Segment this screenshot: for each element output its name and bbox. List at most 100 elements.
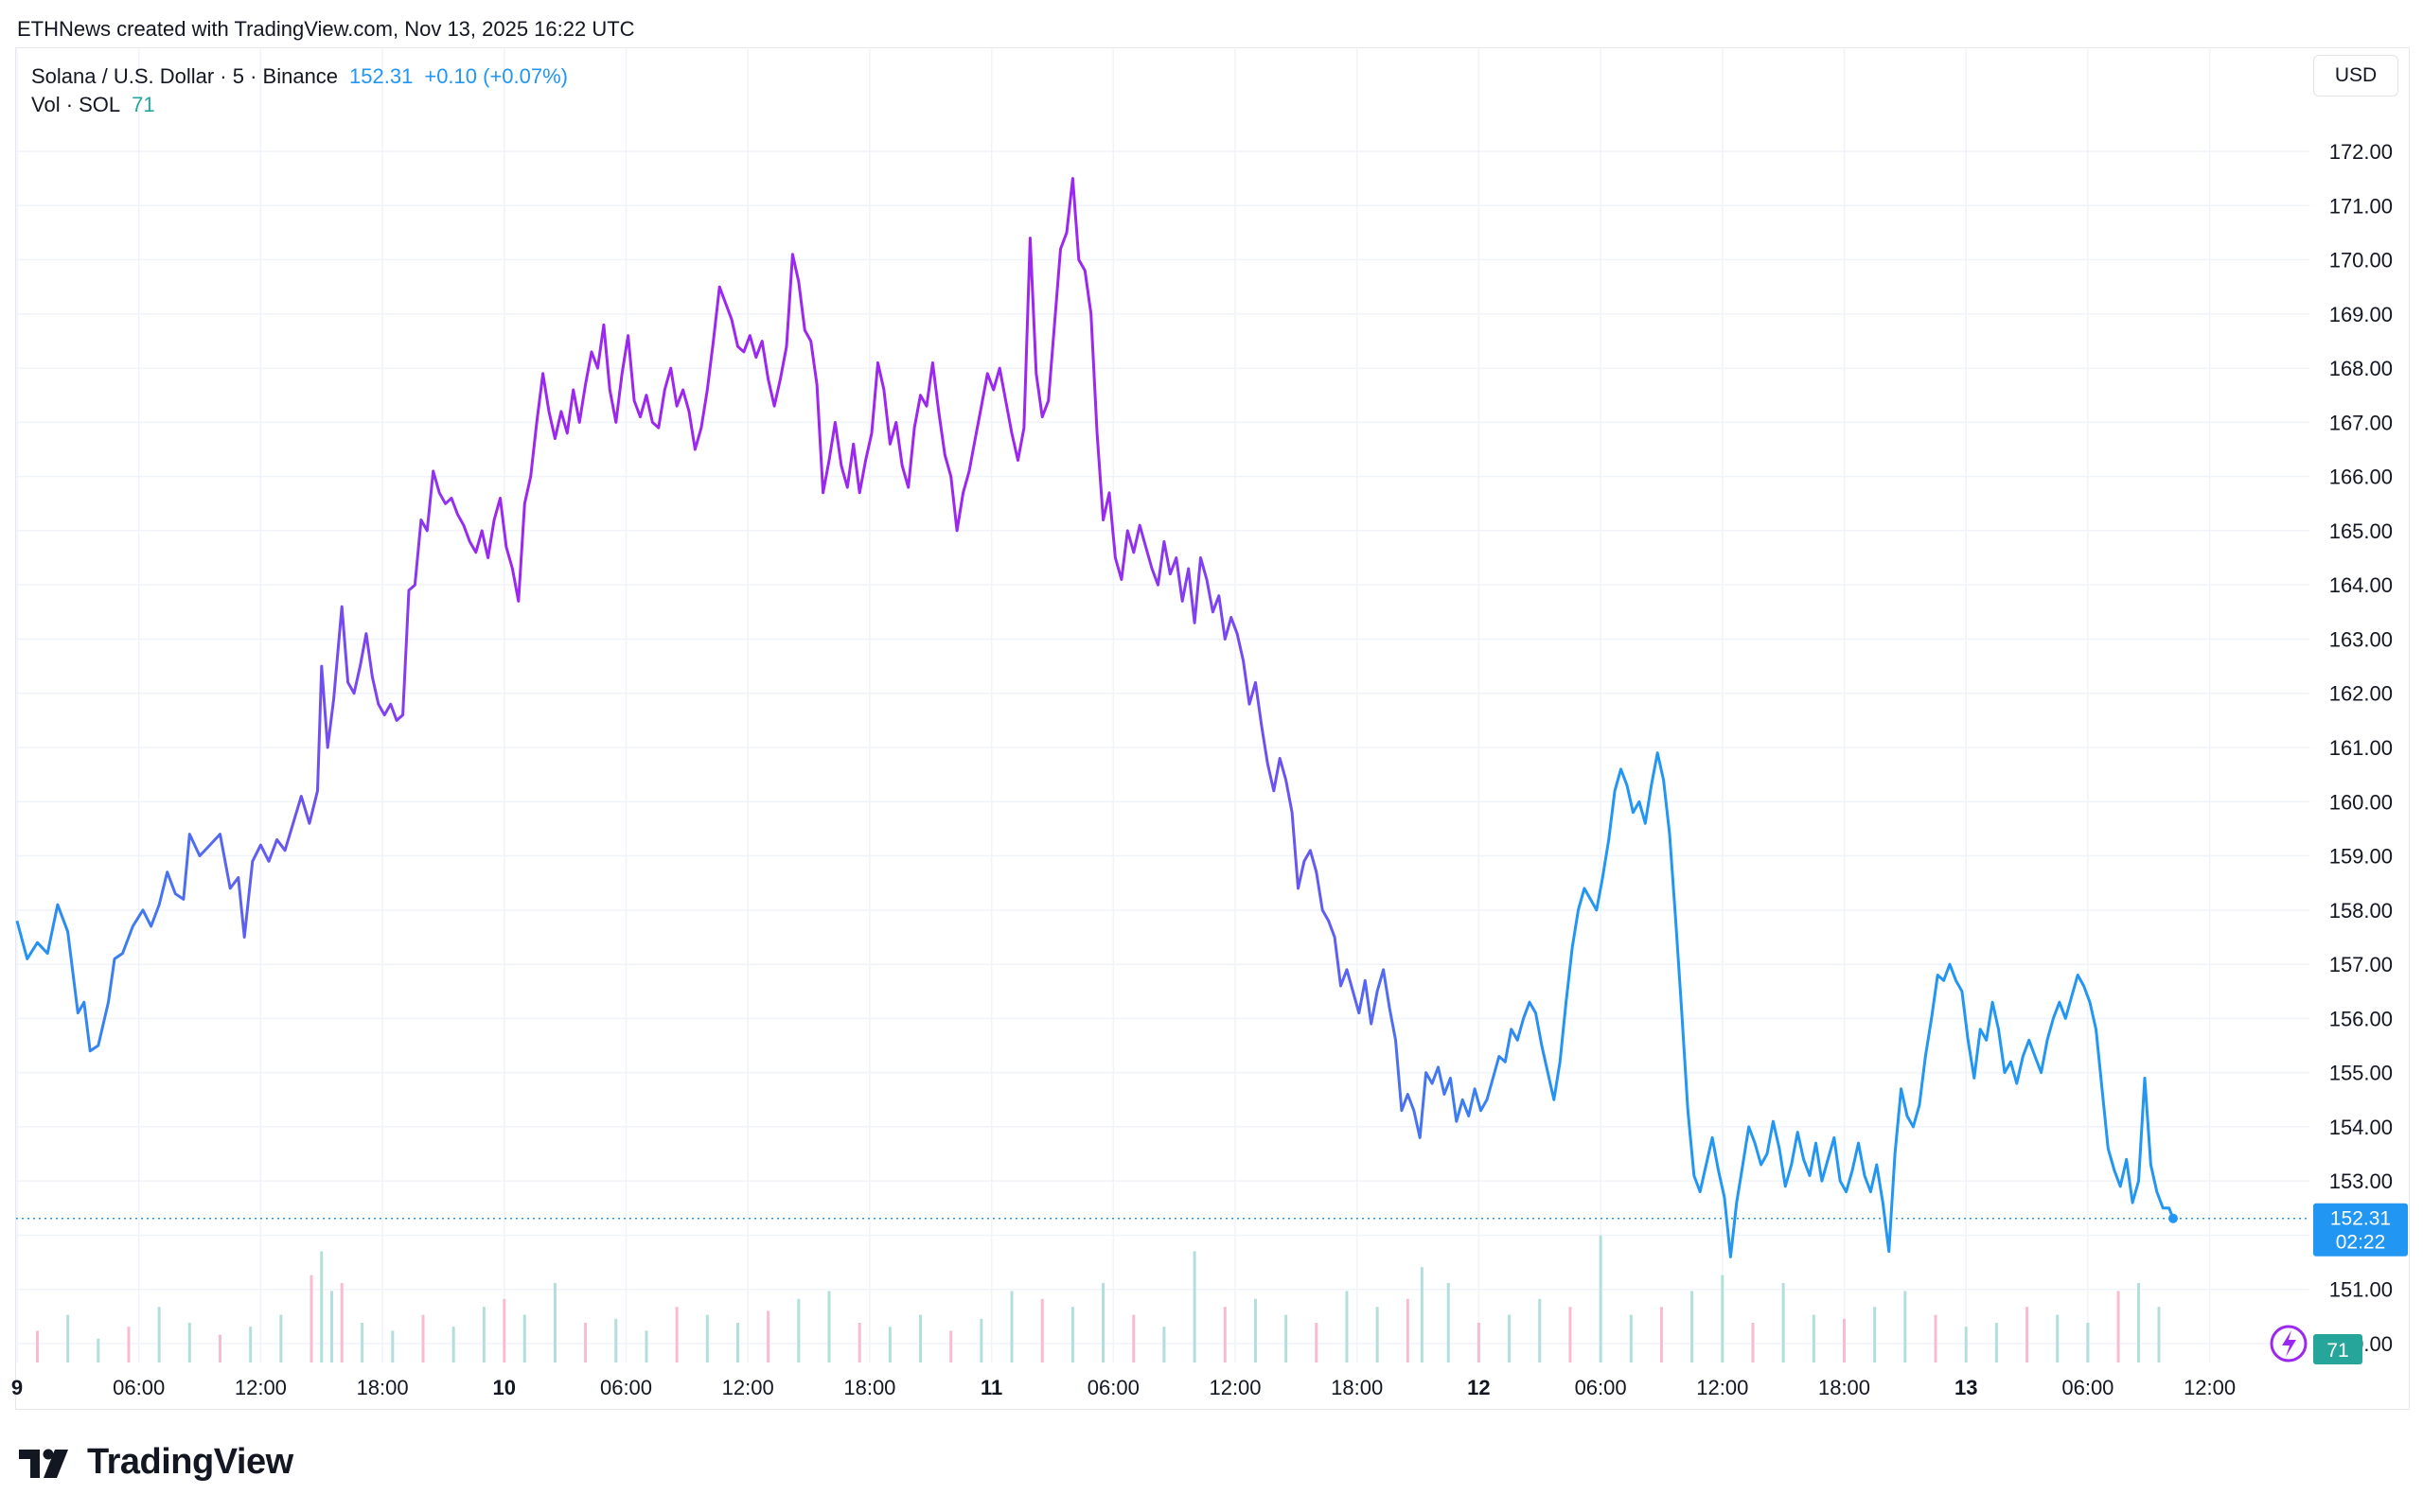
- last-price-dot: [2167, 1213, 2178, 1223]
- y-tick-label: 160.00: [2329, 790, 2393, 814]
- x-tick-label: 18:00: [1331, 1376, 1383, 1399]
- volume-bar: [451, 1327, 455, 1363]
- y-tick-label: 170.00: [2329, 249, 2393, 273]
- volume-bar: [1406, 1298, 1409, 1363]
- x-tick-label: 06:00: [1575, 1376, 1627, 1399]
- volume-bar: [1102, 1283, 1105, 1363]
- y-tick-label: 169.00: [2329, 303, 2393, 326]
- volume-bar: [1132, 1314, 1136, 1363]
- volume-bar: [980, 1318, 983, 1363]
- volume-bar: [1010, 1291, 1014, 1363]
- volume-bar: [482, 1307, 486, 1363]
- lightning-bolt-icon: [2282, 1330, 2296, 1357]
- volume-bar: [310, 1275, 313, 1363]
- volume-bar: [1420, 1267, 1424, 1363]
- y-tick-label: 168.00: [2329, 357, 2393, 380]
- x-tick-label: 12: [1467, 1376, 1490, 1399]
- volume-bar: [1508, 1314, 1512, 1363]
- volume-bar: [1538, 1298, 1542, 1363]
- volume-bar: [675, 1307, 679, 1363]
- y-tick-label: 161.00: [2329, 736, 2393, 760]
- volume-bar: [1659, 1307, 1663, 1363]
- y-tick-label: 165.00: [2329, 519, 2393, 543]
- volume-bar: [1070, 1307, 1074, 1363]
- volume-bar: [329, 1291, 333, 1363]
- volume-tag: [2313, 1334, 2362, 1364]
- volume-bar: [219, 1334, 221, 1363]
- volume-bar: [361, 1323, 364, 1363]
- y-tick-label: 159.00: [2329, 845, 2393, 869]
- y-tick-label: 164.00: [2329, 573, 2393, 597]
- volume-bar: [1040, 1298, 1044, 1363]
- volume-bar: [1253, 1298, 1257, 1363]
- chart-legend: Solana / U.S. Dollar · 5 · Binance 152.3…: [31, 62, 568, 119]
- last-price-tag: [2313, 1203, 2408, 1257]
- x-tick-label: 10: [493, 1376, 516, 1399]
- volume-bar: [1934, 1314, 1937, 1363]
- volume-bar: [584, 1323, 588, 1363]
- volume-bar: [340, 1283, 344, 1363]
- x-tick-label: 06:00: [1088, 1376, 1140, 1399]
- volume-bar: [1873, 1307, 1877, 1363]
- volume-bar: [1223, 1307, 1227, 1363]
- x-tick-label: 06:00: [600, 1376, 652, 1399]
- y-tick-label: 166.00: [2329, 466, 2393, 489]
- volume-bar: [1721, 1275, 1724, 1363]
- time-axis[interactable]: 9 06:00 12:00 18:00 10 06:00 12:00 18:00 11 06:00…: [11, 1376, 2236, 1399]
- tradingview-logo-icon: [19, 1449, 68, 1478]
- volume-bar: [2157, 1307, 2161, 1363]
- volume-bar: [66, 1314, 70, 1363]
- volume-bar: [919, 1314, 923, 1363]
- x-tick-label: 06:00: [113, 1376, 165, 1399]
- volume-bar: [1375, 1307, 1379, 1363]
- x-tick-label: 11: [981, 1376, 1002, 1399]
- volume-bar: [827, 1291, 831, 1363]
- volume-bar: [858, 1323, 861, 1363]
- y-tick-label: 167.00: [2329, 411, 2393, 434]
- volume-value: 71: [132, 93, 155, 116]
- y-tick-label: 162.00: [2329, 682, 2393, 706]
- volume-bar: [949, 1330, 953, 1363]
- volume-bar: [1843, 1318, 1846, 1363]
- x-tick-label: 12:00: [2184, 1376, 2236, 1399]
- volume-bar: [157, 1307, 161, 1363]
- volume-bar: [1446, 1283, 1450, 1363]
- price-line: [15, 177, 2175, 1258]
- volume-bar: [2137, 1283, 2141, 1363]
- volume-bar: [1781, 1283, 1785, 1363]
- y-tick-label: 151.00: [2329, 1278, 2393, 1302]
- volume-bar: [1568, 1307, 1572, 1363]
- volume-bar: [645, 1330, 648, 1363]
- volume-bar: [320, 1251, 324, 1363]
- tradingview-brand[interactable]: TradingView: [19, 1442, 293, 1483]
- y-tick-label: 153.00: [2329, 1169, 2393, 1193]
- y-tick-label: 158.00: [2329, 899, 2393, 923]
- volume-bar: [705, 1314, 709, 1363]
- volume-bar: [35, 1330, 39, 1363]
- price-axis[interactable]: 150.00151.00152.00153.00154.00155.00156.…: [2329, 140, 2393, 1356]
- volume-bar: [2056, 1314, 2060, 1363]
- volume-bar: [522, 1314, 526, 1363]
- currency-button[interactable]: USD: [2313, 55, 2398, 97]
- y-tick-label: 157.00: [2329, 953, 2393, 976]
- volume-bar: [1964, 1327, 1968, 1363]
- volume-bar: [279, 1314, 283, 1363]
- volume-bar: [1629, 1314, 1633, 1363]
- volume-bar: [127, 1327, 131, 1363]
- symbol-title[interactable]: Solana / U.S. Dollar · 5 · Binance: [31, 64, 339, 88]
- volume-bar: [503, 1298, 506, 1363]
- volume-bar: [421, 1314, 425, 1363]
- volume-label[interactable]: Vol · SOL: [31, 93, 121, 116]
- volume-bar: [735, 1323, 739, 1363]
- x-tick-label: 12:00: [1209, 1376, 1261, 1399]
- y-tick-label: 155.00: [2329, 1062, 2393, 1085]
- x-tick-label: 9: [11, 1376, 23, 1399]
- x-tick-label: 06:00: [2061, 1376, 2113, 1399]
- volume-bar: [391, 1330, 395, 1363]
- legend-change: +0.10 (+0.07%): [424, 64, 569, 88]
- volume-bar: [767, 1310, 770, 1363]
- y-tick-label: 154.00: [2329, 1116, 2393, 1139]
- chart-credit: ETHNews created with TradingView.com, No…: [17, 17, 635, 41]
- volume-bar: [1477, 1323, 1480, 1363]
